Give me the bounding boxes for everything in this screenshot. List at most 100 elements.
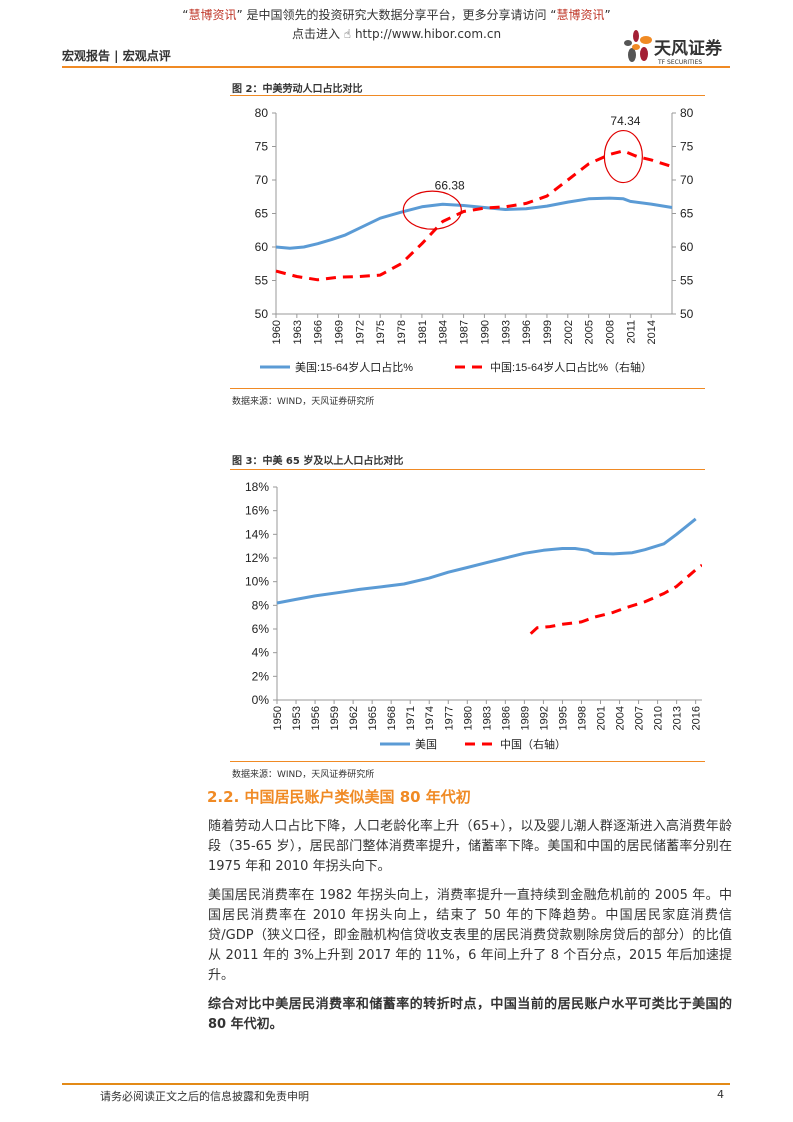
x-tick-label: 1953 [291, 706, 303, 730]
y2-tick-label: 50 [680, 307, 694, 321]
y-tick-label: 2% [252, 669, 270, 683]
brand-link[interactable]: 慧博资讯 [556, 8, 605, 22]
x-tick-label: 1978 [396, 320, 408, 344]
hand-pointer-icon: ☝ [343, 27, 352, 41]
url-link[interactable]: http://www.hibor.com.cn [354, 27, 502, 41]
x-tick-label: 1981 [417, 320, 429, 344]
x-tick-label: 2011 [625, 320, 637, 344]
tf-securities-logo: 天风证券 TF SECURITIES [622, 28, 734, 70]
x-tick-label: 1968 [386, 706, 398, 730]
x-tick-label: 1992 [538, 706, 550, 730]
x-tick-label: 1971 [405, 706, 417, 730]
x-tick-label: 1995 [557, 706, 569, 730]
x-tick-label: 1989 [519, 706, 531, 730]
x-tick-label: 2016 [691, 706, 702, 730]
legend-label: 美国:15-64岁人口占比% [295, 360, 413, 374]
x-tick-label: 2005 [584, 320, 596, 344]
x-tick-label: 1998 [576, 706, 588, 730]
conclusion-paragraph: 综合对比中美居民消费率和储蓄率的转折时点，中国当前的居民账户水平可类比于美国的 … [208, 997, 732, 1032]
x-tick-label: 2013 [672, 706, 684, 730]
figure-3-source: 数据来源：WIND，天风证券研究所 [232, 770, 375, 780]
highlight-circle [603, 129, 643, 184]
x-tick-label: 1977 [443, 706, 455, 730]
disclaimer: 请务必阅读正文之后的信息披露和免责申明 [100, 1090, 309, 1103]
x-tick-label: 2014 [646, 320, 658, 344]
brand-link[interactable]: 慧博资讯 [188, 8, 237, 22]
body-text: 随着劳动人口占比下降，人口老龄化率上升（65+），以及婴儿潮人群逐渐进入高消费年… [208, 817, 732, 1044]
x-tick-label: 2007 [634, 706, 646, 730]
x-tick-label: 1996 [521, 320, 533, 344]
x-tick-label: 1950 [272, 706, 284, 730]
x-tick-label: 1960 [271, 320, 283, 344]
report-type: 宏观报告 | 宏观点评 [62, 49, 171, 63]
y2-tick-label: 80 [680, 106, 694, 120]
y-tick-label: 50 [255, 307, 269, 321]
x-tick-label: 1987 [459, 320, 471, 344]
x-tick-label: 1983 [481, 706, 493, 730]
us-series-line [276, 517, 697, 605]
y-tick-label: 70 [255, 173, 269, 187]
x-tick-label: 1962 [348, 706, 360, 730]
logo-text: 天风证券 [654, 39, 722, 59]
china-series-line [529, 563, 702, 635]
paragraph: 美国居民消费率在 1982 年拐头向上，消费率提升一直持续到金融危机前的 200… [208, 888, 732, 983]
x-tick-label: 2010 [653, 706, 665, 730]
section-heading: 2.2. 中国居民账户类似美国 80 年代初 [207, 788, 471, 806]
x-tick-label: 1986 [500, 706, 512, 730]
x-tick-label: 2008 [604, 320, 616, 344]
y-tick-label: 65 [255, 207, 269, 221]
legend-label: 美国 [415, 738, 437, 751]
x-tick-label: 2002 [563, 320, 575, 344]
annotation-label: 74.34 [610, 114, 640, 128]
y-tick-label: 8% [252, 598, 270, 612]
china-series-line [275, 149, 673, 282]
y-tick-label: 80 [255, 106, 269, 120]
x-tick-label: 2001 [596, 706, 608, 730]
x-tick-label: 1966 [313, 320, 325, 344]
x-tick-label: 1993 [500, 320, 512, 344]
figure-2-divider [230, 95, 705, 96]
figure-3-divider [230, 469, 705, 470]
quote: “ [182, 8, 189, 22]
promo-link[interactable]: 点击进入 ☝ http://www.hibor.com.cn [0, 25, 793, 42]
y-tick-label: 14% [245, 527, 269, 541]
x-tick-label: 1999 [542, 320, 554, 344]
x-tick-label: 2004 [615, 706, 627, 730]
page-number: 4 [717, 1088, 724, 1101]
header-divider [62, 66, 730, 68]
aged-population-chart: 0% 2% 4% 6% 8% 10% 12% 14% 16% 18% 1950 1953 1956 195… [245, 480, 702, 751]
highlight-circle [402, 190, 462, 230]
y-tick-label: 16% [245, 504, 269, 518]
y-tick-label: 6% [252, 622, 270, 636]
y-tick-label: 10% [245, 575, 269, 589]
logo-subtext: TF SECURITIES [658, 59, 703, 66]
x-tick-label: 1972 [354, 320, 366, 344]
x-tick-label: 1975 [375, 320, 387, 344]
quote: ” [604, 8, 611, 22]
y-tick-label: 4% [252, 646, 270, 660]
x-tick-label: 1963 [292, 320, 304, 344]
y2-tick-label: 70 [680, 173, 694, 187]
figure-3-bottom-divider [230, 761, 705, 762]
y-tick-label: 60 [255, 240, 269, 254]
y2-tick-label: 55 [680, 274, 694, 288]
x-tick-label: 1990 [479, 320, 491, 344]
y-tick-label: 75 [255, 140, 269, 154]
x-tick-label: 1969 [334, 320, 346, 344]
y-tick-label: 18% [245, 480, 269, 494]
us-series-line [275, 196, 673, 250]
x-tick-label: 1980 [462, 706, 474, 730]
x-tick-label: 1984 [438, 320, 450, 344]
x-tick-label: 1974 [424, 706, 436, 730]
logo-mark-icon [624, 30, 652, 62]
y-tick-label: 12% [245, 551, 269, 565]
legend-label: 中国（右轴） [500, 737, 566, 751]
y2-tick-label: 60 [680, 240, 694, 254]
footer-divider [62, 1083, 730, 1085]
legend-label: 中国:15-64岁人口占比%（右轴） [490, 360, 652, 374]
figure-3-title: 图 3：中美 65 岁及以上人口占比对比 [232, 456, 404, 467]
promo-banner[interactable]: “慧博资讯” 是中国领先的投资研究大数据分享平台，更多分享请访问 “慧博资讯” [0, 6, 793, 23]
annotation-label: 66.38 [435, 178, 465, 192]
y-tick-label: 55 [255, 274, 269, 288]
